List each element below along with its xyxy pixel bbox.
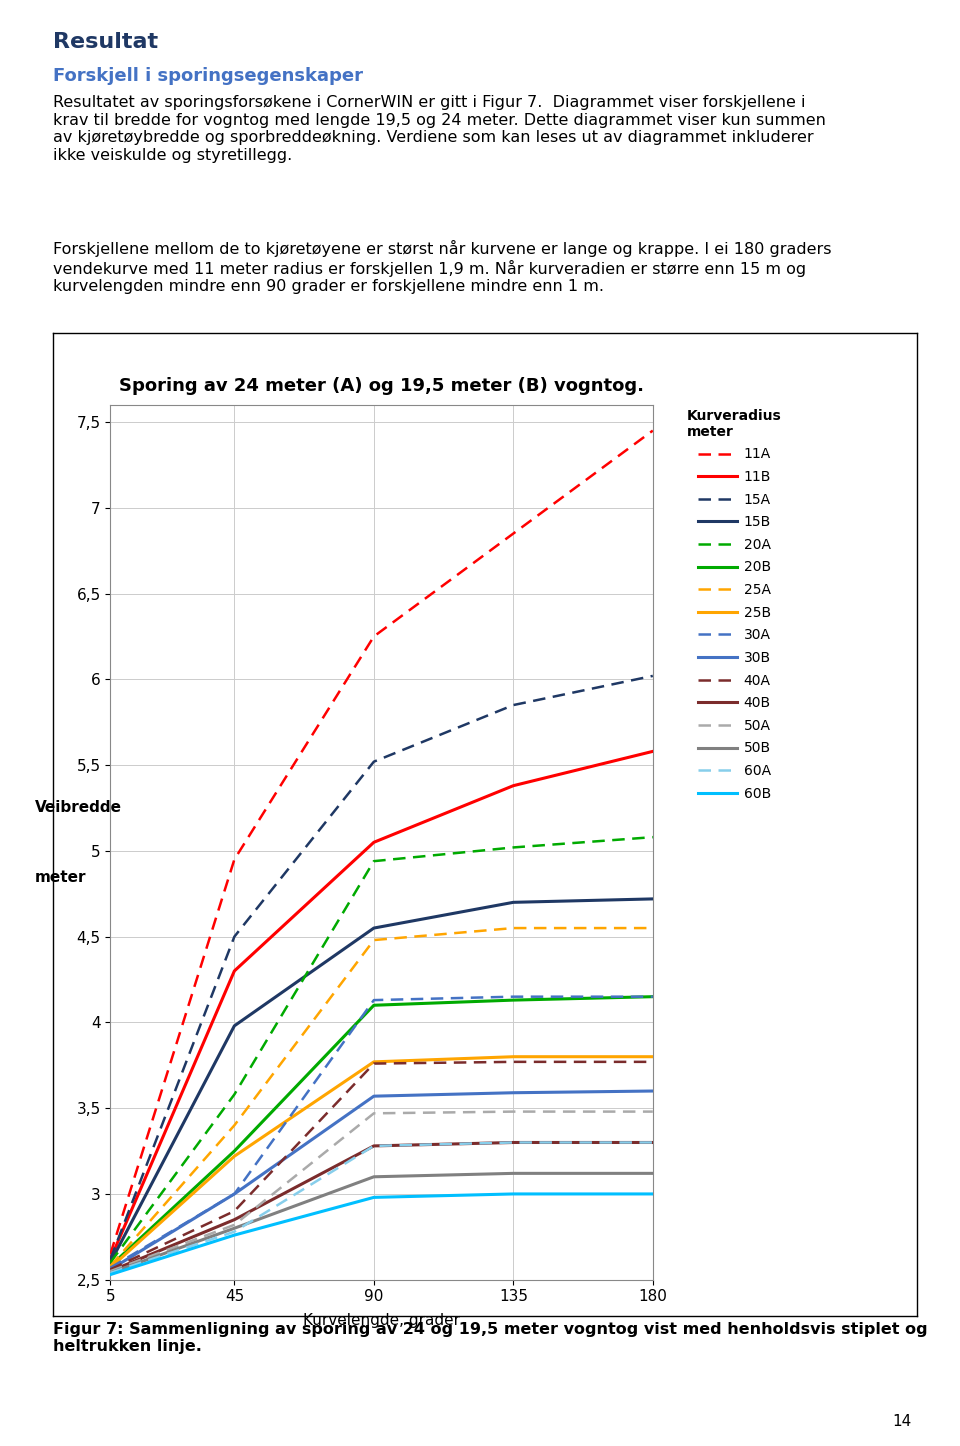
Text: Figur 7: Sammenligning av sporing av 24 og 19,5 meter vogntog vist med henholdsv: Figur 7: Sammenligning av sporing av 24 … [53, 1322, 927, 1353]
Text: Forskjellene mellom de to kjøretøyene er størst når kurvene er lange og krappe. : Forskjellene mellom de to kjøretøyene er… [53, 240, 831, 295]
Title: Sporing av 24 meter (A) og 19,5 meter (B) vogntog.: Sporing av 24 meter (A) og 19,5 meter (B… [119, 377, 644, 395]
X-axis label: Kurvelengde, grader: Kurvelengde, grader [303, 1313, 460, 1327]
Text: meter: meter [35, 870, 86, 885]
Legend: 11A, 11B, 15A, 15B, 20A, 20B, 25A, 25B, 30A, 30B, 40A, 40B, 50A, 50B, 60A, 60B: 11A, 11B, 15A, 15B, 20A, 20B, 25A, 25B, … [682, 403, 787, 807]
Text: Forskjell i sporingsegenskaper: Forskjell i sporingsegenskaper [53, 67, 363, 84]
Text: Resultat: Resultat [53, 32, 158, 52]
Text: 14: 14 [893, 1414, 912, 1429]
Text: Veibredde: Veibredde [35, 800, 122, 814]
Text: Resultatet av sporingsforsøkene i CornerWIN er gitt i Figur 7.  Diagrammet viser: Resultatet av sporingsforsøkene i Corner… [53, 95, 826, 162]
